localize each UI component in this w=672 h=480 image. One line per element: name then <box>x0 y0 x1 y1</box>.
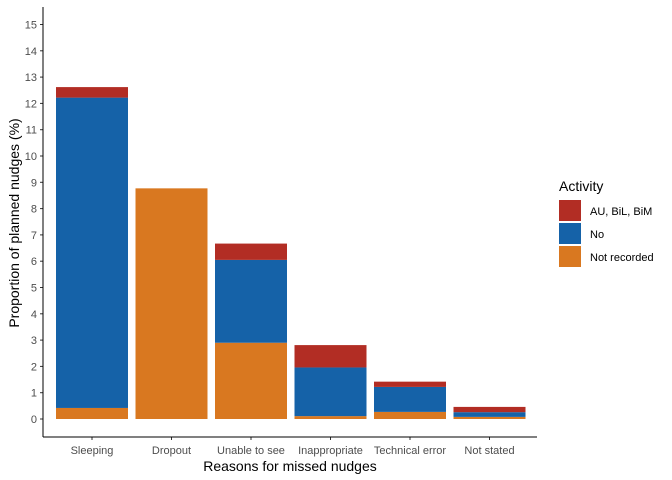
legend: Activity AU, BiL, BiM No Not recorded <box>559 178 654 267</box>
bar-segment <box>374 381 446 387</box>
legend-swatch <box>559 223 581 244</box>
bar-segment <box>294 345 367 368</box>
bar-segment <box>56 87 128 98</box>
x-axis-title: Reasons for missed nudges <box>203 458 377 474</box>
y-tick-label: 13 <box>25 72 37 84</box>
bar-segment <box>215 259 287 343</box>
y-tick-label: 7 <box>31 230 37 242</box>
bar-segment <box>374 386 446 412</box>
bar-segment <box>294 416 367 419</box>
bar-segment <box>215 243 287 260</box>
x-tick-label: Dropout <box>152 445 191 457</box>
bar-segment <box>453 416 526 419</box>
y-tick-label: 4 <box>31 309 37 321</box>
bar-segment <box>294 367 367 417</box>
bar-segment <box>453 406 526 413</box>
y-tick-label: 10 <box>25 151 37 163</box>
x-tick-label: Not stated <box>464 445 514 457</box>
bar-segment <box>215 342 287 419</box>
legend-swatch <box>559 200 581 221</box>
x-axis-ticks: Sleeping Dropout Unable to see Inappropriat… <box>71 437 515 457</box>
x-tick-label: Unable to see <box>217 445 285 457</box>
y-tick-label: 1 <box>31 388 37 400</box>
bar-segment <box>56 97 128 408</box>
y-tick-label: 0 <box>31 414 37 426</box>
y-tick-label: 2 <box>31 361 37 373</box>
bar-segment <box>374 411 446 419</box>
y-tick-label: 3 <box>31 335 37 347</box>
x-tick-label: Inappropriate <box>298 445 363 457</box>
bar-segment <box>56 407 128 419</box>
y-tick-label: 15 <box>25 20 37 32</box>
y-tick-label: 8 <box>31 204 37 216</box>
y-tick-label: 5 <box>31 283 37 295</box>
y-tick-label: 6 <box>31 256 37 268</box>
bars <box>56 87 526 419</box>
legend-label: AU, BiL, BiM <box>590 206 652 218</box>
bar-segment <box>135 188 208 419</box>
y-tick-label: 14 <box>25 46 37 58</box>
y-axis-title: Proportion of planned nudges (%) <box>6 118 22 327</box>
legend-swatch <box>559 246 581 267</box>
x-tick-label: Technical error <box>374 445 446 457</box>
y-tick-label: 11 <box>26 125 37 137</box>
legend-label: No <box>590 229 604 241</box>
legend-label: Not recorded <box>590 252 654 264</box>
legend-title: Activity <box>559 178 603 194</box>
x-tick-label: Sleeping <box>71 445 114 457</box>
bar-segment <box>453 412 526 417</box>
y-tick-label: 9 <box>31 177 37 189</box>
y-tick-label: 12 <box>25 98 37 110</box>
